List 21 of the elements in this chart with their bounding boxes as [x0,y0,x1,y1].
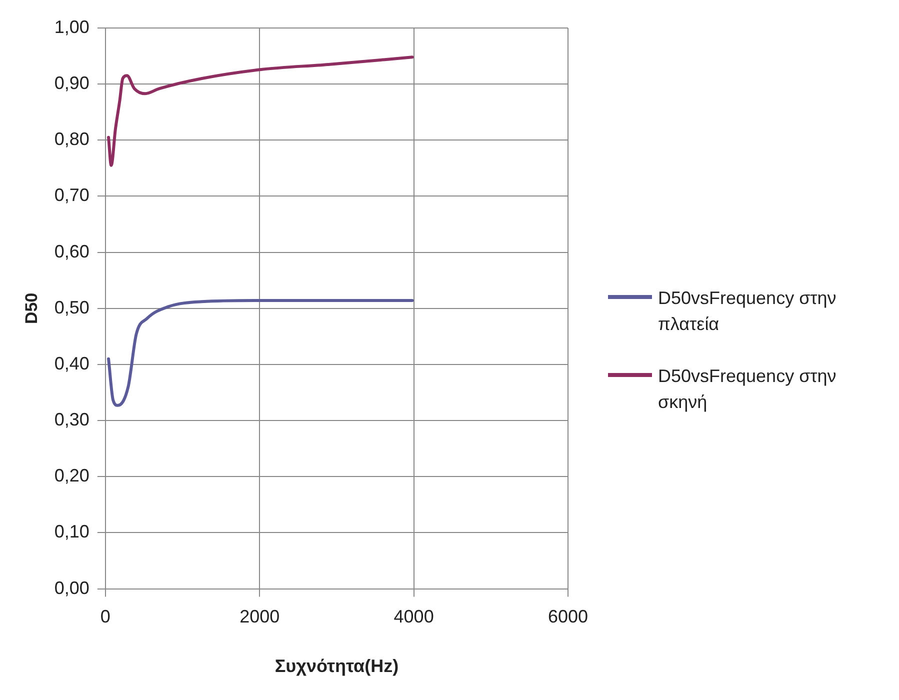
y-tick-label: 1,00 [54,16,90,37]
y-tick-label: 0,50 [54,297,90,318]
y-tick-label: 0,70 [54,185,90,206]
y-tick-label: 0,30 [54,410,90,430]
x-axis-title: Συχνότητα(Hz) [274,656,399,676]
y-axis-title: D50 [22,292,41,324]
line-series [107,56,414,167]
legend-label: D50vsFrequency στην πλατεία [658,287,838,336]
y-tick-label: 0,00 [54,578,90,598]
y-tick-label: 0,60 [54,241,90,262]
line-series [107,299,414,407]
y-tick-label: 0,90 [54,73,90,94]
legend-label: D50vsFrequency στην σκηνή [658,365,838,414]
x-tick-label: 6000 [548,606,588,627]
y-tick-label: 0,10 [54,522,90,542]
y-tick-label: 0,20 [54,466,90,486]
x-tick-label: 2000 [240,606,280,627]
y-tick-label: 0,80 [54,129,90,150]
x-tick-label: 4000 [394,606,434,627]
y-tick-label: 0,40 [54,353,90,374]
x-tick-label: 0 [100,606,110,627]
